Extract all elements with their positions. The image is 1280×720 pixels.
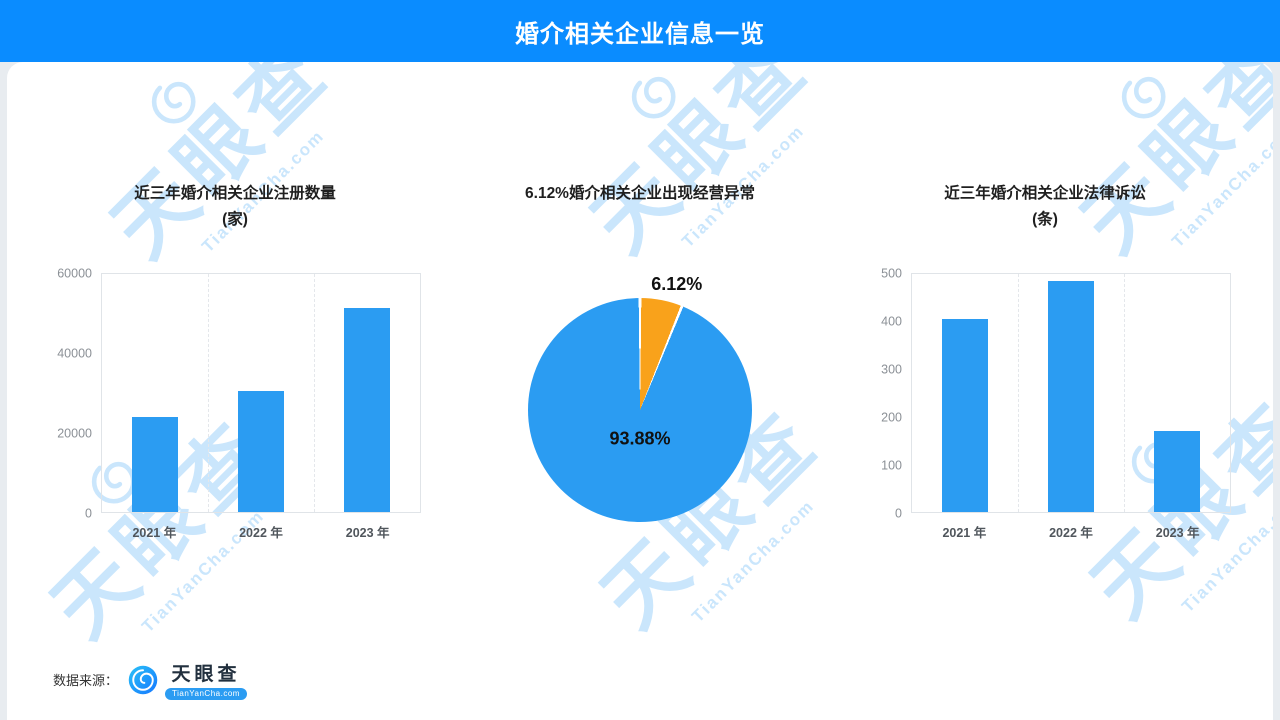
chart-unit-lawsuits: (条) (1032, 211, 1058, 228)
bar (942, 319, 988, 512)
x-tick-label: 2021 年 (132, 526, 177, 540)
pie-slice-label-normal: 93.88% (609, 428, 671, 449)
x-axis: 2021 年 2022 年 2023 年 (101, 522, 421, 541)
x-tick-label: 2022 年 (239, 526, 283, 540)
gridline (207, 274, 209, 512)
y-axis: 0 20000 40000 60000 (49, 267, 101, 519)
gridline (1124, 274, 1125, 512)
plot-wrap: 2021 年 2022 年 2023 年 (101, 273, 421, 541)
registrations-bar-chart: 0 20000 40000 60000 2021 年 2022 年 2023 年 (49, 267, 421, 541)
bar-column (208, 274, 314, 512)
chart-title-abnormal: 6.12%婚介相关企业出现经营异常 (525, 185, 755, 202)
bar (1048, 281, 1094, 512)
plot-area (101, 273, 421, 513)
tianyancha-logo-icon (128, 665, 158, 694)
y-tick-label: 500 (881, 265, 902, 280)
y-tick-label: 0 (895, 505, 902, 520)
bar-column (314, 274, 420, 512)
abnormal-pie-chart: 6.12% 93.88% (528, 274, 752, 522)
x-tick-label: 2023 年 (345, 526, 390, 540)
y-tick-label: 300 (881, 361, 902, 376)
bar-column (1018, 274, 1124, 512)
charts-row: 近三年婚介相关企业注册数量 (家) 0 20000 40000 60000 2021 … (7, 62, 1273, 541)
bar (238, 391, 284, 512)
tianyancha-logo: 天眼查 TianYanCha.com (128, 659, 247, 700)
y-tick-label: 200 (881, 409, 902, 424)
x-tick-label: 2023 年 (1155, 526, 1200, 540)
brand-url-badge: TianYanCha.com (165, 688, 247, 700)
x-axis: 2021 年 2022 年 2023 年 (911, 522, 1231, 541)
header-bar: 婚介相关企业信息一览 (0, 0, 1280, 62)
gridline (1017, 274, 1019, 512)
page-title: 婚介相关企业信息一览 (515, 20, 765, 48)
y-tick-label: 400 (881, 313, 902, 328)
bar-column (912, 274, 1018, 512)
y-tick-label: 20000 (57, 425, 92, 440)
source-label: 数据来源： (53, 673, 119, 688)
chart-title-lawsuits: 近三年婚介相关企业法律诉讼 (944, 185, 1146, 202)
chart-title-registrations: 近三年婚介相关企业注册数量 (134, 185, 336, 202)
pie-slice-label-abnormal: 6.12% (651, 274, 703, 294)
bar (132, 416, 178, 512)
brand-name: 天眼查 (171, 664, 241, 685)
pie (528, 298, 752, 522)
y-tick-label: 0 (85, 505, 92, 520)
bar-column (102, 274, 208, 512)
lawsuits-bar-chart: 0 100 200 300 400 500 2021 年 2022 年 2023 年 (859, 267, 1231, 541)
brand-lockup: 天眼查 TianYanCha.com (165, 659, 247, 700)
y-tick-label: 40000 (57, 345, 92, 360)
gridline (314, 274, 315, 512)
source-footer: 数据来源： 天眼查 TianYanCha.com (53, 659, 247, 700)
x-tick-label: 2021 年 (942, 526, 987, 540)
y-tick-label: 100 (881, 457, 902, 472)
y-axis: 0 100 200 300 400 500 (859, 267, 911, 519)
chart-card-registrations: 近三年婚介相关企业注册数量 (家) 0 20000 40000 60000 2021 … (49, 184, 421, 541)
plot-area (911, 273, 1231, 513)
x-tick-label: 2022 年 (1049, 526, 1093, 540)
bar-column (1124, 274, 1230, 512)
plot-wrap: 2021 年 2022 年 2023 年 (911, 273, 1231, 541)
y-tick-label: 60000 (57, 265, 92, 280)
chart-unit-registrations: (家) (222, 211, 248, 228)
chart-card-abnormal: 6.12%婚介相关企业出现经营异常 6.12% 93.88% (455, 184, 825, 541)
bar (344, 307, 390, 512)
chart-card-lawsuits: 近三年婚介相关企业法律诉讼 (条) 0 100 200 300 400 500 2021 … (859, 184, 1231, 541)
bar (1154, 431, 1200, 512)
content-card: 天眼查 TianYanCha.com 天眼查 TianYanCha.com 天眼… (7, 62, 1273, 720)
